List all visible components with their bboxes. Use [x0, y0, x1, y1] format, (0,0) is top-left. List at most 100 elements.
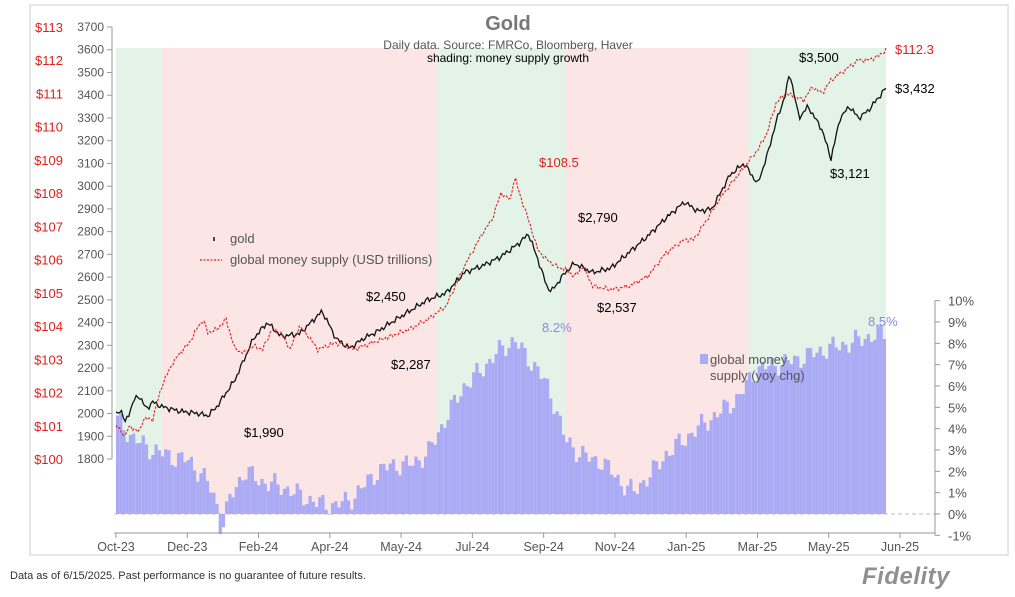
yoy-bar: [228, 493, 232, 514]
yoy-bar: [424, 456, 428, 514]
yoy-bar: [459, 396, 463, 514]
yoy-bar: [231, 497, 235, 514]
yoy-bar: [622, 495, 627, 514]
yoy-bar: [302, 505, 306, 514]
gold-axis: 3700 3600 3500 3400 3300 3200 3100 3000 2900 2800…: [77, 20, 113, 466]
yoy-bar: [433, 444, 437, 514]
yoy-bar: [282, 488, 287, 514]
yoy-bar: [574, 462, 578, 514]
yoy-bar: [796, 356, 800, 514]
yoy-tick-label: 3%: [948, 443, 967, 458]
yoy-bar: [359, 488, 364, 514]
bar-legend-line2: supply (yoy chg): [710, 368, 805, 383]
yoy-bar: [369, 473, 373, 514]
yoy-bar: [481, 376, 485, 514]
gold-line: [115, 75, 887, 424]
annotation-gold-2537: $2,537: [597, 300, 637, 315]
yoy-bar: [218, 514, 222, 535]
yoy-bar: [552, 413, 556, 514]
yoy-bar: [818, 346, 822, 514]
yoy-bar: [536, 366, 540, 514]
yoy-bar: [513, 342, 518, 514]
yoy-bar: [157, 450, 161, 514]
yoy-bar: [565, 442, 569, 514]
yoy-bar: [128, 434, 133, 514]
yoy-bar: [693, 436, 697, 514]
yoy-bar: [642, 480, 646, 514]
yoy-bar: [196, 481, 200, 514]
yoy-bar: [558, 415, 562, 514]
yoy-bar: [825, 358, 829, 514]
yoy-bar: [308, 495, 312, 514]
yoy-bar: [571, 447, 575, 514]
gold-tick-label: 2600: [77, 270, 104, 284]
annotation-yoy-82: 8.2%: [542, 320, 572, 335]
yoy-bar: [786, 360, 790, 514]
yoy-bar: [584, 452, 588, 514]
yoy-bar: [388, 463, 392, 514]
yoy-bar: [863, 338, 867, 514]
yoy-bar: [350, 509, 354, 514]
yoy-bar: [385, 470, 389, 514]
yoy-bar: [247, 467, 251, 514]
yoy-bar: [327, 514, 331, 515]
yoy-bar: [857, 336, 861, 514]
yoy-bar: [132, 433, 136, 514]
money-axis: $113 $112 $111 $110 $109 $108 $107 $106 $105 $104…: [34, 20, 63, 467]
yoy-bar: [382, 463, 386, 514]
yoy-tick-label: 4%: [948, 422, 967, 437]
series-lines: [115, 47, 887, 437]
annotation-yoy-85: 8.5%: [868, 314, 898, 329]
yoy-bar: [671, 455, 675, 514]
yoy-bar: [520, 342, 524, 514]
yoy-bar: [334, 501, 338, 514]
gold-tick-label: 3300: [77, 111, 104, 125]
yoy-bar: [841, 341, 845, 514]
yoy-bar: [828, 343, 832, 514]
gold-tick-label: 2400: [77, 316, 104, 330]
yoy-bar: [321, 494, 325, 514]
yoy-bar: [674, 438, 678, 514]
yoy-bar: [638, 482, 643, 514]
yoy-bar: [484, 363, 489, 514]
yoy-bar: [549, 398, 553, 514]
yoy-bar: [263, 483, 267, 514]
annotation-gold-2450: $2,450: [366, 289, 406, 304]
yoy-bar: [776, 375, 781, 514]
yoy-bar: [728, 413, 732, 514]
yoy-bar: [677, 433, 681, 514]
yoy-bar: [850, 342, 854, 514]
yoy-tick-label: 8%: [948, 336, 967, 351]
yoy-bar: [799, 367, 803, 514]
money-tick-label: $113: [35, 20, 63, 35]
yoy-bar: [645, 486, 649, 514]
gold-tick-label: 3100: [77, 156, 104, 170]
yoy-bar: [844, 344, 848, 514]
yoy-bar: [154, 444, 158, 514]
yoy-bar: [751, 381, 755, 514]
yoy-tick-label: 10%: [948, 294, 974, 309]
x-tick-label: Sep-24: [523, 540, 563, 554]
yoy-bar: [725, 401, 729, 514]
yoy-tick-label: 9%: [948, 315, 967, 330]
yoy-bar: [805, 348, 809, 514]
yoy-bar: [468, 387, 473, 514]
yoy-bar: [379, 464, 383, 514]
yoy-bar: [783, 354, 787, 514]
yoy-bar: [491, 363, 495, 514]
yoy-bar: [764, 369, 768, 514]
yoy-bar: [882, 339, 886, 514]
yoy-bar: [330, 503, 335, 514]
money-tick-label: $110: [35, 120, 63, 135]
yoy-bar: [603, 458, 607, 514]
yoy-bar: [773, 366, 777, 514]
chart-frame: [29, 4, 1009, 556]
annotation-gold-3500: $3,500: [799, 50, 839, 65]
yoy-bar: [116, 415, 120, 514]
yoy-bar: [648, 477, 652, 514]
x-tick-label: Oct-23: [97, 540, 135, 554]
yoy-bar: [420, 467, 424, 514]
yoy-bar: [529, 370, 534, 514]
yoy-bar: [478, 372, 482, 514]
